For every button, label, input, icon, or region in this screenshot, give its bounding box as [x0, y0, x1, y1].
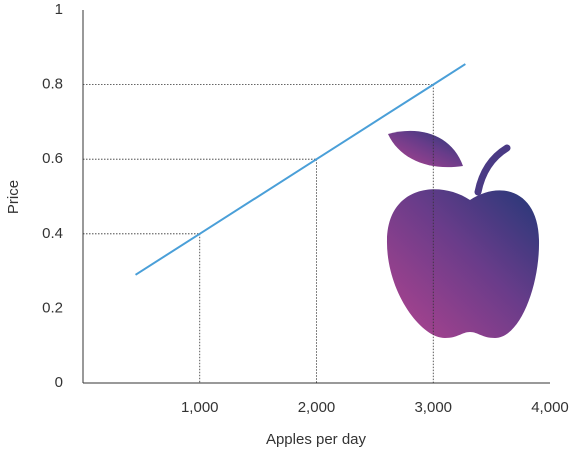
x-tick-label: 1,000 [181, 399, 219, 416]
x-tick-label: 3,000 [414, 399, 452, 416]
y-tick-label: 0.8 [42, 76, 63, 93]
y-tick-label: 0.2 [42, 299, 63, 316]
apple-illustration [386, 130, 540, 338]
x-tick-label: 4,000 [531, 399, 569, 416]
line-series [134, 63, 466, 276]
x-tick-label: 2,000 [298, 399, 336, 416]
y-axis-title: Price [5, 180, 22, 214]
y-tick-label: 0 [55, 374, 63, 391]
x-axis-title: Apples per day [266, 431, 367, 448]
y-tick-label: 0.6 [42, 150, 63, 167]
y-tick-label: 1 [55, 1, 63, 18]
y-tick-label: 0.4 [42, 225, 63, 242]
